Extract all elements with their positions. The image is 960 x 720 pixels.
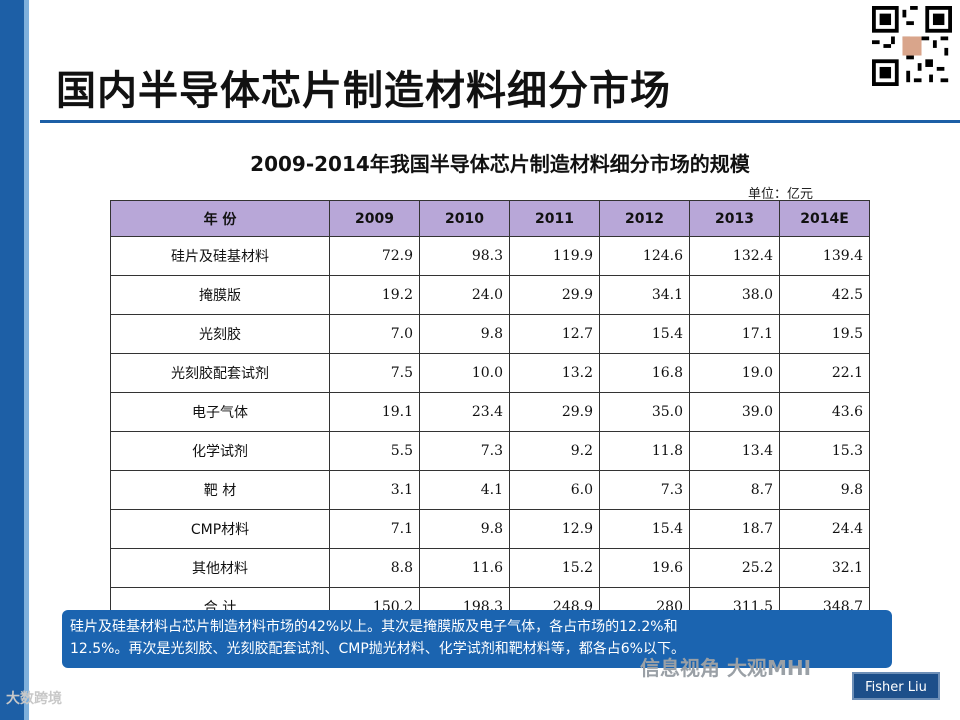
table-cell: 19.2 xyxy=(329,275,420,315)
table-row: 电子气体 19.1 23.4 29.9 35.0 39.0 43.6 xyxy=(110,392,870,432)
watermark-logo: 大数跨境 xyxy=(6,691,62,707)
table-cell: 13.4 xyxy=(689,431,780,471)
table-cell: 72.9 xyxy=(329,236,420,276)
table-cell: 22.1 xyxy=(779,353,870,393)
table-cell: 19.5 xyxy=(779,314,870,354)
row-label: 电子气体 xyxy=(110,392,330,432)
table-cell: 35.0 xyxy=(599,392,690,432)
table-cell: 17.1 xyxy=(689,314,780,354)
table-title: 2009-2014年我国半导体芯片制造材料细分市场的规模 xyxy=(250,152,750,176)
table-cell: 4.1 xyxy=(419,470,510,510)
table-row: 光刻胶配套试剂 7.5 10.0 13.2 16.8 19.0 22.1 xyxy=(110,353,870,393)
table-cell: 12.9 xyxy=(509,509,600,549)
table-cell: 132.4 xyxy=(689,236,780,276)
table-cell: 8.7 xyxy=(689,470,780,510)
table-cell: 39.0 xyxy=(689,392,780,432)
qr-code-icon xyxy=(872,6,952,86)
header-cell: 2011 xyxy=(509,200,600,237)
table-cell: 25.2 xyxy=(689,548,780,588)
header-cell: 2010 xyxy=(419,200,510,237)
table-cell: 9.8 xyxy=(419,509,510,549)
table-cell: 7.3 xyxy=(419,431,510,471)
table-cell: 8.8 xyxy=(329,548,420,588)
header-cell: 2013 xyxy=(689,200,780,237)
table-cell: 3.1 xyxy=(329,470,420,510)
author-badge: Fisher Liu xyxy=(852,672,940,700)
summary-note-line: 硅片及硅基材料占芯片制造材料市场的42%以上。其次是掩膜版及电子气体，各占市场的… xyxy=(70,619,678,635)
header-cell: 2009 xyxy=(329,200,420,237)
table-cell: 24.0 xyxy=(419,275,510,315)
table-row: 掩膜版 19.2 24.0 29.9 34.1 38.0 42.5 xyxy=(110,275,870,315)
table-row: 化学试剂 5.5 7.3 9.2 11.8 13.4 15.3 xyxy=(110,431,870,471)
table-cell: 9.8 xyxy=(779,470,870,510)
table-cell: 6.0 xyxy=(509,470,600,510)
header-cell: 2012 xyxy=(599,200,690,237)
table-cell: 15.4 xyxy=(599,509,690,549)
row-label: 硅片及硅基材料 xyxy=(110,236,330,276)
table-cell: 124.6 xyxy=(599,236,690,276)
table-cell: 5.5 xyxy=(329,431,420,471)
table-cell: 24.4 xyxy=(779,509,870,549)
table-cell: 15.4 xyxy=(599,314,690,354)
table-cell: 98.3 xyxy=(419,236,510,276)
table-cell: 42.5 xyxy=(779,275,870,315)
table-row: CMP材料 7.1 9.8 12.9 15.4 18.7 24.4 xyxy=(110,509,870,549)
title-divider xyxy=(40,120,960,123)
table-cell: 12.7 xyxy=(509,314,600,354)
table-cell: 7.5 xyxy=(329,353,420,393)
table-row: 光刻胶 7.0 9.8 12.7 15.4 17.1 19.5 xyxy=(110,314,870,354)
table-cell: 32.1 xyxy=(779,548,870,588)
table-cell: 9.8 xyxy=(419,314,510,354)
row-label: 化学试剂 xyxy=(110,431,330,471)
table-cell: 16.8 xyxy=(599,353,690,393)
row-label: 光刻胶 xyxy=(110,314,330,354)
row-label: 其他材料 xyxy=(110,548,330,588)
row-label: 掩膜版 xyxy=(110,275,330,315)
summary-note-line: 12.5%。再次是光刻胶、光刻胶配套试剂、CMP抛光材料、化学试剂和靶材料等，都… xyxy=(70,641,685,657)
table-row: 靶 材 3.1 4.1 6.0 7.3 8.7 9.8 xyxy=(110,470,870,510)
table-cell: 18.7 xyxy=(689,509,780,549)
table-cell: 11.6 xyxy=(419,548,510,588)
unit-label: 单位：亿元 xyxy=(748,187,814,202)
table-cell: 29.9 xyxy=(509,275,600,315)
row-label: CMP材料 xyxy=(110,509,330,549)
row-label: 光刻胶配套试剂 xyxy=(110,353,330,393)
table-cell: 19.1 xyxy=(329,392,420,432)
table-row: 其他材料 8.8 11.6 15.2 19.6 25.2 32.1 xyxy=(110,548,870,588)
table-cell: 23.4 xyxy=(419,392,510,432)
table-cell: 38.0 xyxy=(689,275,780,315)
wechat-watermark: 信息视角 大观MHI xyxy=(640,656,812,680)
table-cell: 7.0 xyxy=(329,314,420,354)
market-size-table: 年 份 2009 2010 2011 2012 2013 2014E 硅片及硅基… xyxy=(110,200,870,627)
table-cell: 7.3 xyxy=(599,470,690,510)
header-cell: 年 份 xyxy=(110,200,330,237)
table-cell: 13.2 xyxy=(509,353,600,393)
table-cell: 11.8 xyxy=(599,431,690,471)
table-cell: 10.0 xyxy=(419,353,510,393)
table-cell: 9.2 xyxy=(509,431,600,471)
page-title: 国内半导体芯片制造材料细分市场 xyxy=(56,68,671,114)
table-cell: 19.0 xyxy=(689,353,780,393)
header-cell: 2014E xyxy=(779,200,870,237)
table-cell: 15.2 xyxy=(509,548,600,588)
table-cell: 29.9 xyxy=(509,392,600,432)
table-cell: 139.4 xyxy=(779,236,870,276)
row-label: 靶 材 xyxy=(110,470,330,510)
table-cell: 43.6 xyxy=(779,392,870,432)
table-cell: 34.1 xyxy=(599,275,690,315)
table-cell: 7.1 xyxy=(329,509,420,549)
table-cell: 119.9 xyxy=(509,236,600,276)
table-row: 硅片及硅基材料 72.9 98.3 119.9 124.6 132.4 139.… xyxy=(110,236,870,276)
summary-note: 硅片及硅基材料占芯片制造材料市场的42%以上。其次是掩膜版及电子气体，各占市场的… xyxy=(62,610,892,668)
left-accent-stripe xyxy=(24,0,29,720)
left-accent-bar xyxy=(0,0,24,720)
table-cell: 15.3 xyxy=(779,431,870,471)
table-cell: 19.6 xyxy=(599,548,690,588)
table-header-row: 年 份 2009 2010 2011 2012 2013 2014E xyxy=(110,200,870,237)
